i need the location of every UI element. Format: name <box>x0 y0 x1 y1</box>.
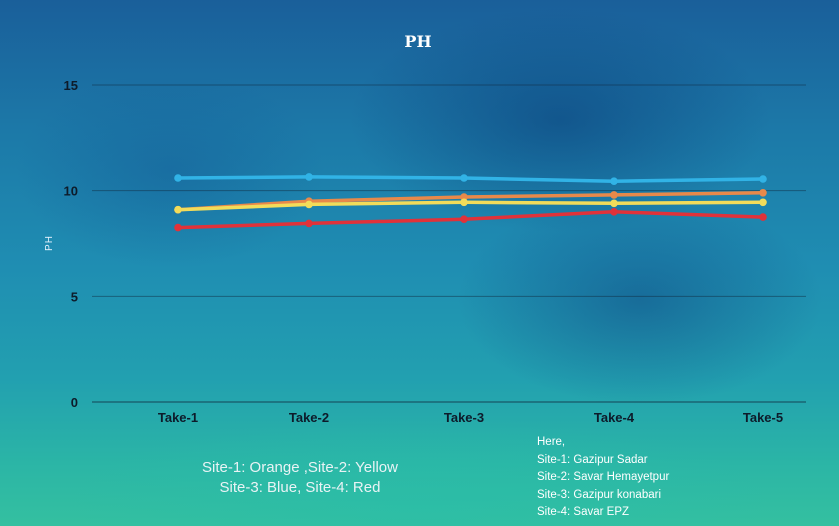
x-tick-label: Take-4 <box>594 410 635 425</box>
y-tick-label: 10 <box>64 184 78 199</box>
data-point <box>305 173 313 181</box>
series-line-3 <box>176 175 765 183</box>
data-point <box>759 175 767 183</box>
site-color-legend: Site-1: Orange ,Site-2: Yellow Site-3: B… <box>160 458 440 498</box>
site-3-note: Site-3: Gazipur konabari <box>537 488 662 501</box>
legend-line-1: Site-1: Orange ,Site-2: Yellow <box>202 459 398 476</box>
site-4-note: Site-4: Savar EPZ <box>537 506 630 518</box>
data-point <box>759 198 767 207</box>
y-axis-label: PH <box>44 235 55 251</box>
data-point <box>174 205 182 214</box>
site-name-notes: Here, Site-1: Gazipur Sadar Site-2: Sava… <box>537 434 777 522</box>
series-line-4 <box>176 210 765 230</box>
data-point <box>460 174 468 182</box>
site-1-note: Site-1: Gazipur Sadar <box>537 453 648 466</box>
data-point <box>460 193 468 201</box>
x-tick-label: Take-2 <box>289 410 329 425</box>
data-point <box>610 199 618 208</box>
data-point <box>460 215 468 223</box>
site-2-note: Site-2: Savar Hemayetpur <box>537 471 670 483</box>
x-tick-label: Take-3 <box>444 410 484 425</box>
data-point <box>174 223 182 232</box>
notes-heading: Here, <box>537 436 566 448</box>
data-point <box>174 174 182 182</box>
data-point <box>759 189 767 197</box>
x-tick-label: Take-1 <box>158 410 198 425</box>
y-tick-label: 5 <box>71 289 78 304</box>
data-point <box>610 177 618 185</box>
data-point <box>305 219 313 228</box>
data-point <box>305 200 313 209</box>
chart-title: PH <box>404 32 431 51</box>
data-point <box>610 208 618 216</box>
data-point <box>460 198 468 207</box>
x-tick-label: Take-5 <box>743 410 783 425</box>
data-point <box>759 213 767 221</box>
data-point <box>610 191 618 199</box>
y-tick-label: 0 <box>71 395 78 410</box>
y-tick-label: 15 <box>64 78 78 93</box>
legend-line-2: Site-3: Blue, Site-4: Red <box>219 479 381 496</box>
